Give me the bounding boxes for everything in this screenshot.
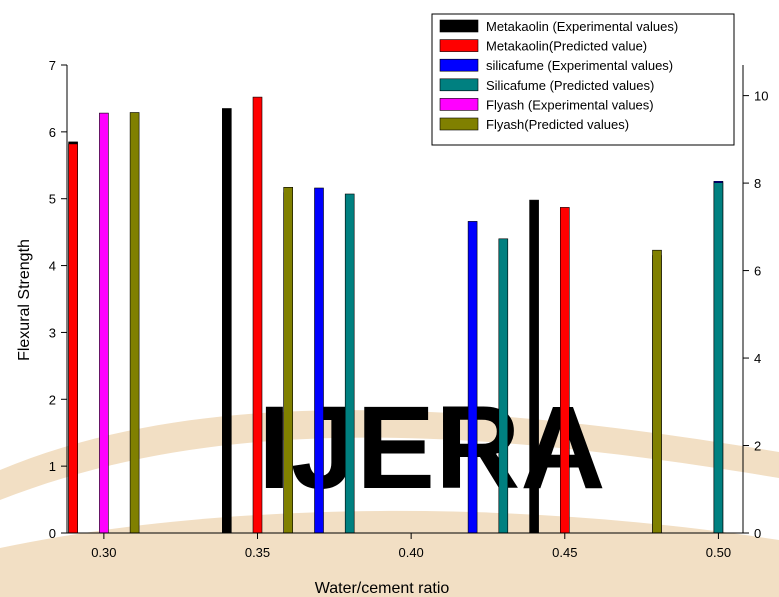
background-watermark: IJERA	[0, 382, 779, 597]
bar-silicafume-predicted-1	[344, 193, 355, 534]
y-tick-label: 2	[49, 392, 56, 407]
legend: Metakaolin (Experimental values) Metakaol…	[431, 13, 735, 146]
legend-label-flyash-predicted: Flyash(Predicted values)	[486, 117, 629, 132]
y2-tick-label: 2	[754, 439, 761, 454]
x-tick-label: 0.40	[398, 545, 423, 560]
bar-silicafume-predicted-3	[713, 182, 724, 534]
x-axis-title: Water/cement ratio	[315, 580, 450, 597]
watermark-text: IJERA	[258, 382, 606, 514]
x-tick-label: 0.45	[552, 545, 577, 560]
y2-tick-label: 8	[754, 176, 761, 191]
legend-swatch-flyash-experimental	[439, 98, 479, 111]
y2-tick-label: 4	[754, 351, 761, 366]
bar-metakaolin-predicted-1	[68, 143, 78, 534]
bar-flyash-experimental-1	[99, 112, 109, 534]
y-axis-ticks: 0 1 2 3 4 5 6 7	[49, 58, 67, 541]
y-tick-label: 0	[49, 526, 56, 541]
x-tick-label: 0.30	[91, 545, 116, 560]
bar-metakaolin-predicted-3	[559, 207, 570, 534]
legend-swatch-metakaolin-experimental	[439, 19, 479, 33]
y2-tick-label: 0	[754, 526, 761, 541]
bars-layer	[68, 96, 724, 534]
legend-label-flyash-experimental: Flyash (Experimental values)	[486, 97, 654, 112]
bar-silicafume-experimental-2	[467, 221, 478, 534]
y-tick-label: 7	[49, 58, 56, 73]
y-tick-label: 3	[49, 325, 56, 340]
legend-label-silicafume-experimental: silicafume (Experimental values)	[486, 58, 673, 73]
legend-label-metakaolin-predicted: Metakaolin(Predicted value)	[486, 39, 647, 54]
x-axis-ticks: 0.30 0.35 0.40 0.45 0.50	[91, 533, 731, 560]
bar-flyash-predicted-3	[652, 249, 662, 534]
bar-flyash-predicted-2	[283, 187, 294, 534]
axes: 0.30 0.35 0.40 0.45 0.50 0 1 2 3 4 5 6 7 0 2 4 6 8 10 Wa…	[16, 58, 768, 597]
legend-swatch-silicafume-experimental	[439, 58, 479, 72]
y-tick-label: 6	[49, 125, 56, 140]
y2-tick-label: 6	[754, 264, 761, 279]
bar-silicafume-experimental-1	[314, 187, 324, 534]
y-tick-label: 4	[49, 259, 56, 274]
y-tick-label: 1	[49, 459, 56, 474]
bar-flyash-predicted-1	[129, 112, 140, 534]
bar-metakaolin-predicted-2	[252, 96, 263, 534]
x-tick-label: 0.50	[706, 545, 731, 560]
bar-metakaolin-experimental-3	[529, 199, 539, 534]
legend-box	[431, 13, 735, 146]
legend-label-silicafume-predicted: Silicafume (Predicted values)	[486, 78, 654, 93]
y2-axis-ticks: 0 2 4 6 8 10	[743, 89, 768, 541]
x-tick-label: 0.35	[245, 545, 270, 560]
legend-swatch-flyash-predicted	[439, 117, 479, 131]
legend-swatch-silicafume-predicted	[439, 78, 479, 92]
legend-label-metakaolin-experimental: Metakaolin (Experimental values)	[486, 19, 678, 34]
y2-tick-label: 10	[754, 89, 768, 104]
legend-swatch-metakaolin-predicted	[439, 39, 479, 52]
bar-silicafume-predicted-2	[498, 238, 509, 534]
y-tick-label: 5	[49, 192, 56, 207]
y-axis-title: Flexural Strength	[16, 239, 33, 361]
bar-metakaolin-experimental-2	[222, 108, 232, 534]
